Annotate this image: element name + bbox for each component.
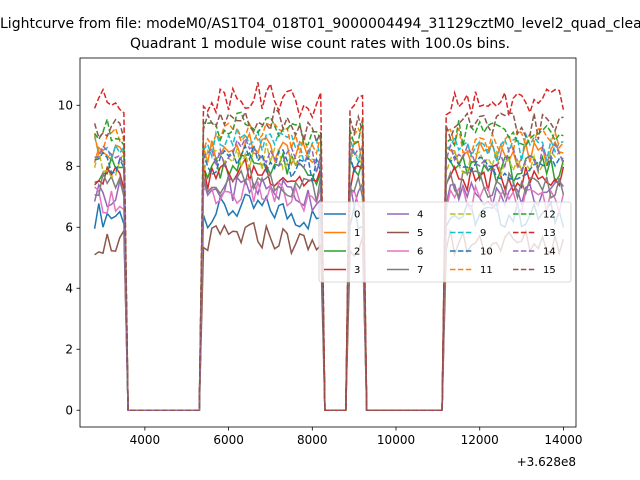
legend-label-0: 0 bbox=[354, 210, 360, 221]
legend-label-4: 4 bbox=[417, 210, 423, 221]
x-tick-label: 10000 bbox=[377, 433, 415, 447]
legend-box bbox=[318, 201, 572, 283]
x-tick-label: 8000 bbox=[297, 433, 328, 447]
y-tick-label: 0 bbox=[65, 403, 73, 417]
x-tick-label: 12000 bbox=[461, 433, 499, 447]
legend-label-14: 14 bbox=[543, 247, 556, 258]
y-tick-label: 10 bbox=[58, 98, 73, 112]
legend-label-13: 13 bbox=[543, 228, 556, 239]
legend-label-9: 9 bbox=[480, 228, 486, 239]
series-line-3 bbox=[94, 157, 565, 411]
legend-label-3: 3 bbox=[354, 265, 360, 276]
y-tick-label: 6 bbox=[65, 220, 73, 234]
series-lines bbox=[93, 81, 565, 411]
chart-title: Quadrant 1 module wise count rates with … bbox=[130, 36, 510, 52]
y-tick-label: 8 bbox=[65, 159, 73, 173]
legend-label-8: 8 bbox=[480, 210, 486, 221]
legend-label-11: 11 bbox=[480, 265, 493, 276]
y-tick-label: 4 bbox=[65, 281, 73, 295]
legend-label-6: 6 bbox=[417, 247, 423, 258]
x-tick-label: 4000 bbox=[130, 433, 161, 447]
legend-label-5: 5 bbox=[417, 228, 423, 239]
legend-label-12: 12 bbox=[543, 210, 556, 221]
x-offset-label: +3.628e8 bbox=[517, 455, 576, 469]
y-tick-label: 2 bbox=[65, 342, 73, 356]
x-tick-label: 6000 bbox=[213, 433, 244, 447]
legend-label-7: 7 bbox=[417, 265, 423, 276]
legend-label-2: 2 bbox=[354, 247, 360, 258]
series-line-15 bbox=[93, 106, 564, 411]
plot-frame bbox=[79, 57, 577, 428]
legend-label-10: 10 bbox=[480, 247, 493, 258]
x-tick-label: 14000 bbox=[544, 433, 582, 447]
legend-label-15: 15 bbox=[543, 265, 556, 276]
legend-label-1: 1 bbox=[354, 228, 360, 239]
figure-suptitle: Lightcurve from file: modeM0/AS1T04_018T… bbox=[0, 16, 640, 32]
